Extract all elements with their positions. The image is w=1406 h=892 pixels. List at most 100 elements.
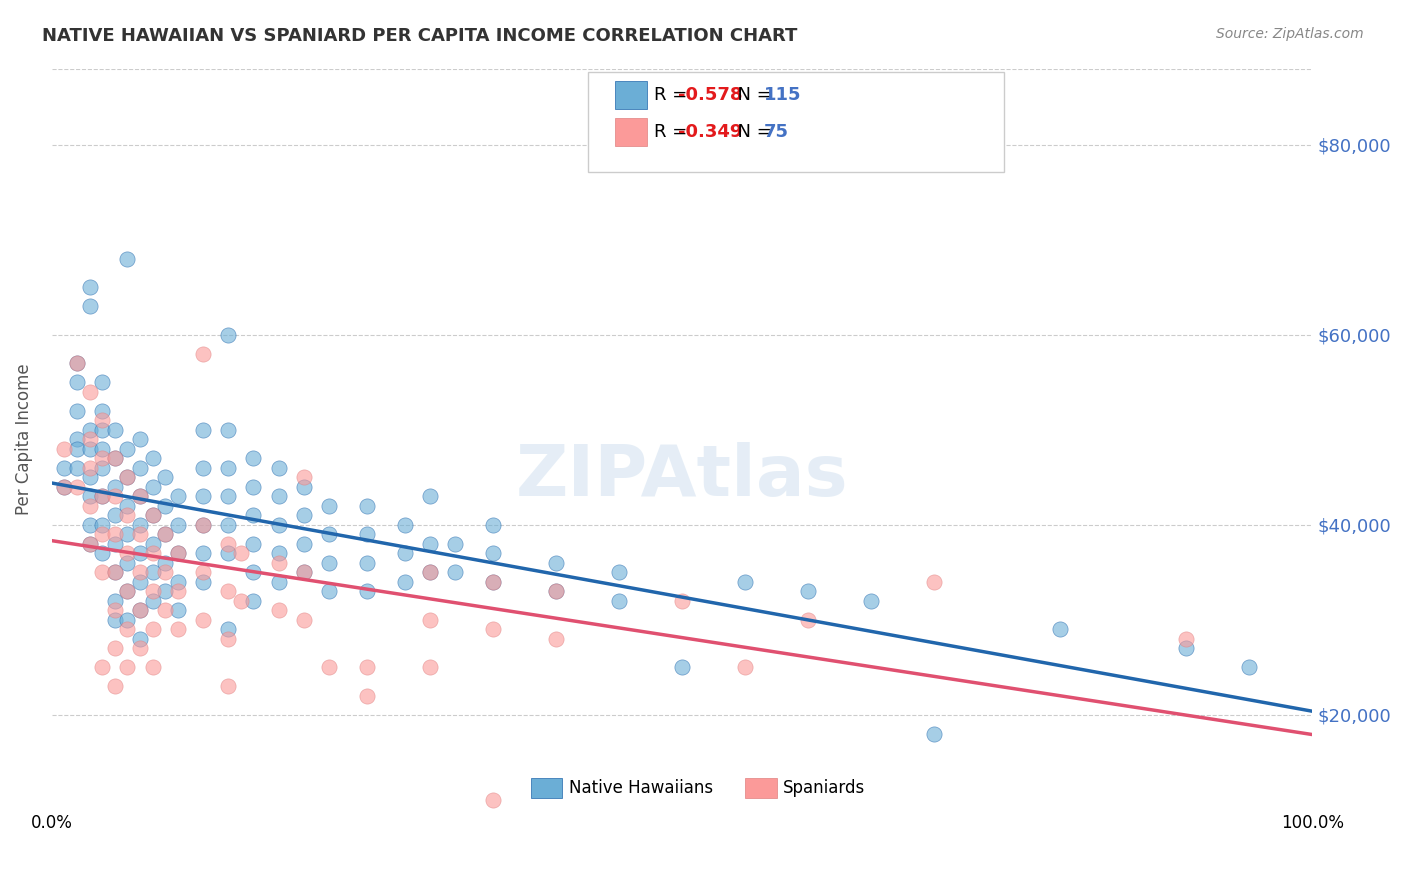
Point	[104, 603, 127, 617]
Point	[155, 527, 177, 541]
Point	[142, 450, 165, 465]
Point	[482, 793, 505, 807]
Point	[166, 517, 188, 532]
Point	[356, 527, 378, 541]
Point	[117, 556, 139, 570]
Point	[544, 584, 567, 599]
Point	[356, 584, 378, 599]
Point	[142, 479, 165, 493]
Point	[91, 527, 114, 541]
Point	[91, 660, 114, 674]
Point	[142, 593, 165, 607]
Point	[217, 517, 239, 532]
Point	[1239, 660, 1261, 674]
Point	[104, 565, 127, 579]
Point	[142, 584, 165, 599]
FancyBboxPatch shape	[588, 72, 1004, 172]
Point	[79, 470, 101, 484]
Point	[607, 565, 630, 579]
Point	[79, 489, 101, 503]
Point	[142, 508, 165, 522]
Point	[104, 489, 127, 503]
Point	[292, 508, 315, 522]
Point	[292, 470, 315, 484]
Point	[217, 679, 239, 693]
Point	[1049, 622, 1071, 636]
Point	[104, 423, 127, 437]
Point	[91, 489, 114, 503]
Point	[444, 565, 467, 579]
Point	[117, 470, 139, 484]
Point	[79, 499, 101, 513]
Point	[318, 499, 340, 513]
Point	[267, 603, 290, 617]
Point	[66, 356, 89, 370]
Point	[860, 593, 883, 607]
Point	[79, 536, 101, 550]
Point	[155, 565, 177, 579]
Point	[155, 499, 177, 513]
Point	[394, 546, 416, 560]
Point	[191, 423, 214, 437]
Point	[79, 517, 101, 532]
Point	[129, 432, 152, 446]
Point	[797, 613, 820, 627]
Point	[922, 574, 945, 589]
Point	[734, 574, 756, 589]
Point	[79, 280, 101, 294]
Point	[142, 546, 165, 560]
Point	[91, 403, 114, 417]
Point	[242, 536, 264, 550]
Point	[53, 479, 76, 493]
Point	[117, 527, 139, 541]
Text: 115: 115	[763, 87, 801, 104]
Point	[129, 632, 152, 646]
Point	[117, 660, 139, 674]
Point	[191, 613, 214, 627]
Point	[242, 479, 264, 493]
Point	[419, 660, 441, 674]
Point	[394, 517, 416, 532]
Point	[104, 679, 127, 693]
Point	[129, 574, 152, 589]
Point	[267, 460, 290, 475]
Point	[217, 327, 239, 342]
Point	[292, 565, 315, 579]
Point	[267, 517, 290, 532]
Point	[91, 489, 114, 503]
Point	[129, 460, 152, 475]
Point	[91, 442, 114, 456]
Point	[79, 432, 101, 446]
Point	[53, 460, 76, 475]
Point	[66, 442, 89, 456]
Point	[229, 593, 252, 607]
Point	[1175, 632, 1198, 646]
Text: Spaniards: Spaniards	[783, 779, 865, 797]
Text: -0.349: -0.349	[678, 123, 742, 141]
Point	[191, 346, 214, 360]
Point	[419, 536, 441, 550]
Point	[155, 470, 177, 484]
Text: N =: N =	[725, 123, 778, 141]
Text: R =: R =	[654, 123, 693, 141]
Point	[734, 660, 756, 674]
Point	[292, 565, 315, 579]
Point	[91, 517, 114, 532]
Point	[91, 423, 114, 437]
Text: 75: 75	[763, 123, 789, 141]
Text: NATIVE HAWAIIAN VS SPANIARD PER CAPITA INCOME CORRELATION CHART: NATIVE HAWAIIAN VS SPANIARD PER CAPITA I…	[42, 27, 797, 45]
Point	[66, 356, 89, 370]
Point	[166, 489, 188, 503]
Point	[419, 565, 441, 579]
Point	[129, 603, 152, 617]
Point	[79, 384, 101, 399]
Point	[217, 622, 239, 636]
Point	[191, 489, 214, 503]
Point	[79, 442, 101, 456]
Point	[104, 508, 127, 522]
Text: Native Hawaiians: Native Hawaiians	[568, 779, 713, 797]
Point	[356, 660, 378, 674]
Point	[482, 574, 505, 589]
Point	[292, 536, 315, 550]
Point	[318, 556, 340, 570]
